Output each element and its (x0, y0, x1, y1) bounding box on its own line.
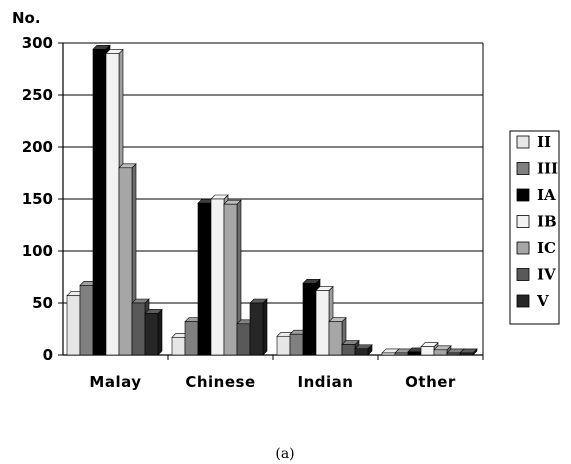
bar-IV-Chinese (236, 323, 251, 356)
bar-V-Malay (144, 313, 159, 356)
legend-swatch (516, 241, 530, 255)
y-tick-label: 300 (22, 34, 53, 52)
y-tick-label: 200 (22, 138, 53, 156)
x-tick-label: Other (405, 373, 456, 391)
x-tick-label: Indian (298, 373, 354, 391)
bar-IB-Chinese (210, 198, 225, 356)
bar-II-Other (381, 352, 396, 356)
x-tick-label: Chinese (185, 373, 255, 391)
y-tick-label: 150 (22, 190, 53, 208)
legend-label: IC (537, 239, 556, 257)
bar-III-Chinese (184, 321, 199, 356)
bar-IV-Other (446, 352, 461, 356)
bar-IC-Indian (328, 321, 343, 356)
bar-II-Indian (276, 335, 291, 356)
bar-III-Indian (289, 333, 304, 356)
bar-IC-Other (433, 349, 448, 356)
bar-V-Indian (354, 348, 369, 356)
bar-IA-Other (407, 351, 422, 356)
legend-label: II (537, 133, 551, 151)
y-tick-label: 50 (32, 294, 53, 312)
bar-IV-Indian (341, 344, 356, 356)
bar-II-Malay (66, 295, 81, 356)
legend-swatch (516, 268, 530, 281)
bar-IA-Chinese (197, 202, 212, 356)
legend-swatch (516, 294, 530, 308)
figure-caption: (a) (275, 446, 294, 462)
bar-III-Other (394, 352, 409, 356)
legend-label: III (537, 160, 558, 178)
bar-V-Other (459, 352, 474, 356)
bar-side (157, 308, 163, 356)
bar-IB-Indian (315, 290, 330, 356)
bar-IB-Other (420, 346, 435, 356)
axis-labels: 0 50 100 150 200 250 300 Malay Chinese Indian Othe… (22, 34, 456, 391)
legend-label: IA (537, 186, 556, 204)
bar-IA-Malay (92, 48, 107, 356)
bar-IB-Malay (105, 53, 120, 356)
bar-IC-Malay (118, 167, 133, 356)
legend-swatch (516, 162, 530, 175)
bar-II-Chinese (171, 337, 186, 356)
y-axis-title: No. (12, 9, 41, 27)
legend-label: IB (537, 213, 557, 231)
y-tick-label: 250 (22, 86, 53, 104)
legend-swatch (516, 215, 530, 228)
y-tick-label: 100 (22, 242, 53, 260)
bar-III-Malay (79, 285, 94, 356)
legend-swatch (516, 135, 530, 149)
x-tick-label: Malay (89, 373, 141, 391)
bar-IV-Malay (131, 302, 146, 356)
legend-swatch (516, 188, 530, 202)
bar-side (262, 298, 268, 356)
y-tick-label: 0 (43, 346, 53, 364)
legend-label: IV (537, 266, 556, 284)
bars (66, 44, 478, 356)
bar-V-Chinese (249, 302, 264, 356)
bar-IA-Indian (302, 282, 317, 356)
bar-IC-Chinese (223, 203, 238, 356)
legend-label: V (536, 292, 549, 310)
